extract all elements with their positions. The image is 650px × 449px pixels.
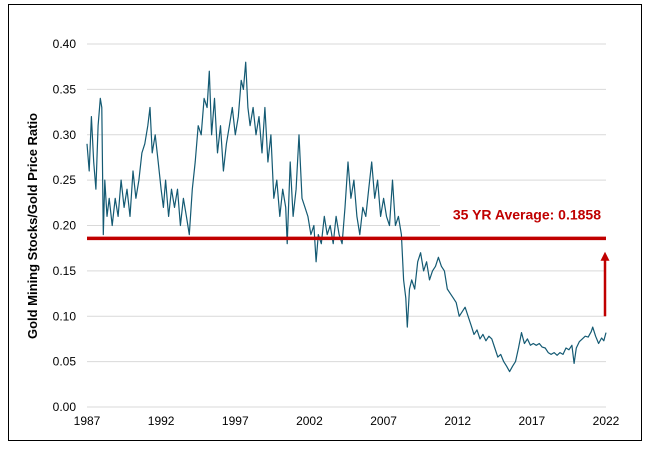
x-tick-label: 2007 xyxy=(370,414,397,428)
x-tick-label: 2012 xyxy=(444,414,471,428)
x-tick-label: 1987 xyxy=(74,414,101,428)
y-tick-label: 0.15 xyxy=(53,264,77,278)
y-tick-label: 0.05 xyxy=(53,355,77,369)
y-tick-label: 0.35 xyxy=(53,82,77,96)
x-tick-labels: 1987 1992 1997 2002 2007 2012 2017 2022 xyxy=(74,414,620,428)
y-axis-label: Gold Mining Stocks/Gold Price Ratio xyxy=(25,113,40,339)
arrow-up-icon xyxy=(600,251,610,261)
y-tick-labels: 0.00 0.05 0.10 0.15 0.20 0.25 0.30 0.35 0.40 xyxy=(53,37,77,414)
y-tick-label: 0.20 xyxy=(53,219,77,233)
x-tick-label: 2017 xyxy=(519,414,546,428)
x-tick-label: 1997 xyxy=(222,414,249,428)
y-tick-label: 0.25 xyxy=(53,173,77,187)
x-tick-label: 2002 xyxy=(296,414,323,428)
chart-frame xyxy=(8,4,642,441)
average-label-background xyxy=(440,202,606,229)
average-label: 35 YR Average: 0.1858 xyxy=(453,206,601,222)
y-tick-label: 0.00 xyxy=(53,400,77,414)
y-tick-label: 0.30 xyxy=(53,128,77,142)
y-tick-label: 0.40 xyxy=(53,37,77,51)
y-tick-label: 0.10 xyxy=(53,309,77,323)
x-tick-label: 2022 xyxy=(593,414,620,428)
x-tick-label: 1992 xyxy=(148,414,175,428)
